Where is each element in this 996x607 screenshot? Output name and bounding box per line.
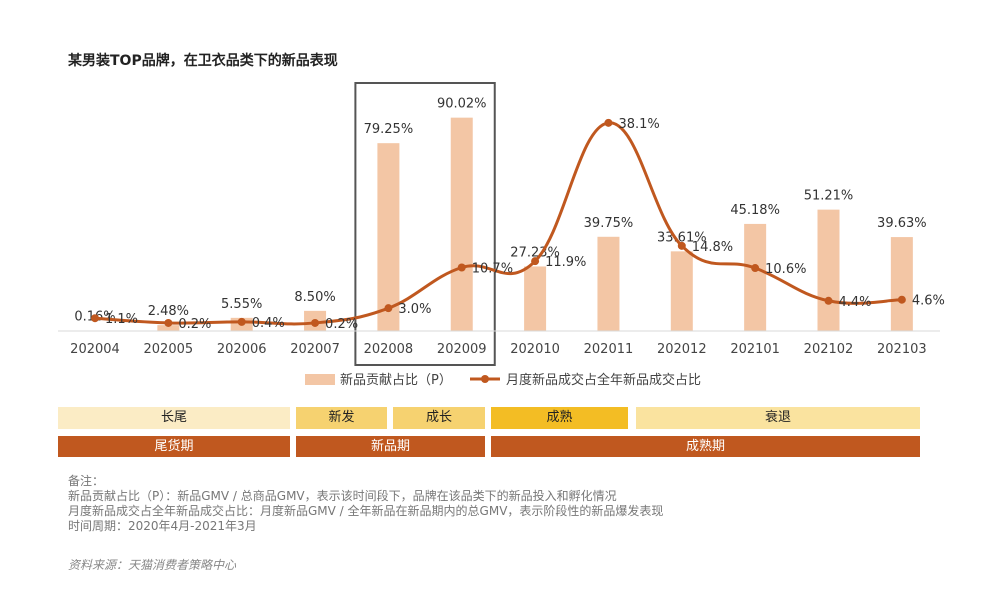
bar-label: 2.48% bbox=[148, 304, 189, 319]
line-label: 14.8% bbox=[692, 240, 733, 255]
line-point bbox=[531, 257, 540, 266]
x-tick-label: 202007 bbox=[290, 342, 340, 357]
line-point bbox=[824, 296, 833, 305]
line-point bbox=[677, 241, 686, 250]
legend-bar-swatch bbox=[305, 374, 335, 385]
line-label: 1.1% bbox=[105, 312, 138, 327]
x-tick-label: 202102 bbox=[804, 342, 854, 357]
line-series bbox=[94, 121, 902, 326]
line-label: 3.0% bbox=[398, 302, 431, 317]
line-point bbox=[751, 264, 760, 273]
line-label: 10.7% bbox=[472, 262, 513, 277]
stage-launch: 新发 bbox=[296, 407, 387, 429]
bar-label: 27.23% bbox=[510, 245, 560, 260]
line-label: 0.4% bbox=[252, 316, 285, 331]
bar-label: 39.75% bbox=[584, 216, 634, 231]
bar-label: 8.50% bbox=[294, 290, 335, 305]
combo-chart: 0.16%2.48%5.55%8.50%79.25%90.02%27.23%39… bbox=[58, 82, 945, 388]
bar bbox=[157, 325, 180, 331]
highlight-box bbox=[354, 82, 496, 366]
period-mature: 成熟期 bbox=[491, 436, 920, 457]
bar bbox=[524, 266, 547, 331]
line-label: 10.6% bbox=[765, 262, 806, 277]
line-point bbox=[897, 295, 906, 304]
line-point bbox=[604, 118, 613, 127]
x-tick-label: 202008 bbox=[364, 342, 414, 357]
bar-label: 39.63% bbox=[877, 216, 927, 231]
stage-mature: 成熟 bbox=[491, 407, 628, 429]
line-point bbox=[457, 263, 466, 272]
bar-label: 79.25% bbox=[364, 122, 414, 137]
bar bbox=[744, 223, 767, 331]
chart-title: 某男装TOP品牌，在卫衣品类下的新品表现 bbox=[68, 53, 338, 69]
line-label: 11.9% bbox=[545, 255, 586, 270]
x-tick-label: 202004 bbox=[70, 342, 120, 357]
line-label: 0.2% bbox=[178, 317, 211, 332]
bar bbox=[817, 209, 840, 331]
bar bbox=[597, 236, 620, 331]
x-tick-label: 202010 bbox=[510, 342, 560, 357]
line-label: 38.1% bbox=[618, 117, 659, 132]
notes-line: 新品贡献占比（P）：新品GMV / 总商品GMV，表示该时间段下，品牌在该品类下… bbox=[68, 489, 617, 503]
bar-label: 45.18% bbox=[730, 203, 780, 218]
bar bbox=[670, 251, 693, 331]
period-clearance: 尾货期 bbox=[58, 436, 290, 457]
period-new-product: 新品期 bbox=[296, 436, 485, 457]
stage-long-tail: 长尾 bbox=[58, 407, 290, 429]
bar bbox=[890, 237, 913, 331]
notes-heading: 备注： bbox=[68, 474, 105, 488]
line-point bbox=[311, 318, 320, 327]
line-label: 4.6% bbox=[912, 294, 945, 309]
line-point bbox=[91, 314, 99, 323]
bar bbox=[377, 143, 400, 331]
x-tick-label: 202103 bbox=[877, 342, 927, 357]
legend-line-marker bbox=[481, 375, 489, 383]
line-point bbox=[164, 318, 173, 327]
stage-decline: 衰退 bbox=[636, 407, 920, 429]
line-point bbox=[384, 304, 393, 313]
line-point bbox=[237, 317, 246, 326]
bar-label: 33.61% bbox=[657, 230, 707, 245]
notes-line: 月度新品成交占全年新品成交占比：月度新品GMV / 全年新品在新品期内的总GMV… bbox=[68, 504, 664, 518]
bar-label: 51.21% bbox=[804, 189, 854, 204]
notes-line: 时间周期：2020年4月-2021年3月 bbox=[68, 519, 257, 533]
x-tick-label: 202005 bbox=[144, 342, 194, 357]
stage-growth: 成长 bbox=[393, 407, 485, 429]
line-label: 0.2% bbox=[325, 317, 358, 332]
bar bbox=[450, 117, 473, 331]
bar-label: 90.02% bbox=[437, 97, 487, 112]
legend-line-label: 月度新品成交占全年新品成交占比 bbox=[506, 372, 701, 388]
bar-label: 5.55% bbox=[221, 297, 262, 312]
x-tick-label: 202009 bbox=[437, 342, 487, 357]
source: 资料来源：天猫消费者策略中心 bbox=[68, 558, 237, 572]
x-tick-label: 202011 bbox=[584, 342, 634, 357]
x-tick-label: 202101 bbox=[730, 342, 780, 357]
legend-bar-label: 新品贡献占比（P） bbox=[340, 372, 452, 388]
x-tick-label: 202006 bbox=[217, 342, 267, 357]
x-tick-label: 202012 bbox=[657, 342, 707, 357]
notes: 备注： 新品贡献占比（P）：新品GMV / 总商品GMV，表示该时间段下，品牌在… bbox=[68, 474, 663, 534]
line-label: 4.4% bbox=[839, 295, 872, 310]
